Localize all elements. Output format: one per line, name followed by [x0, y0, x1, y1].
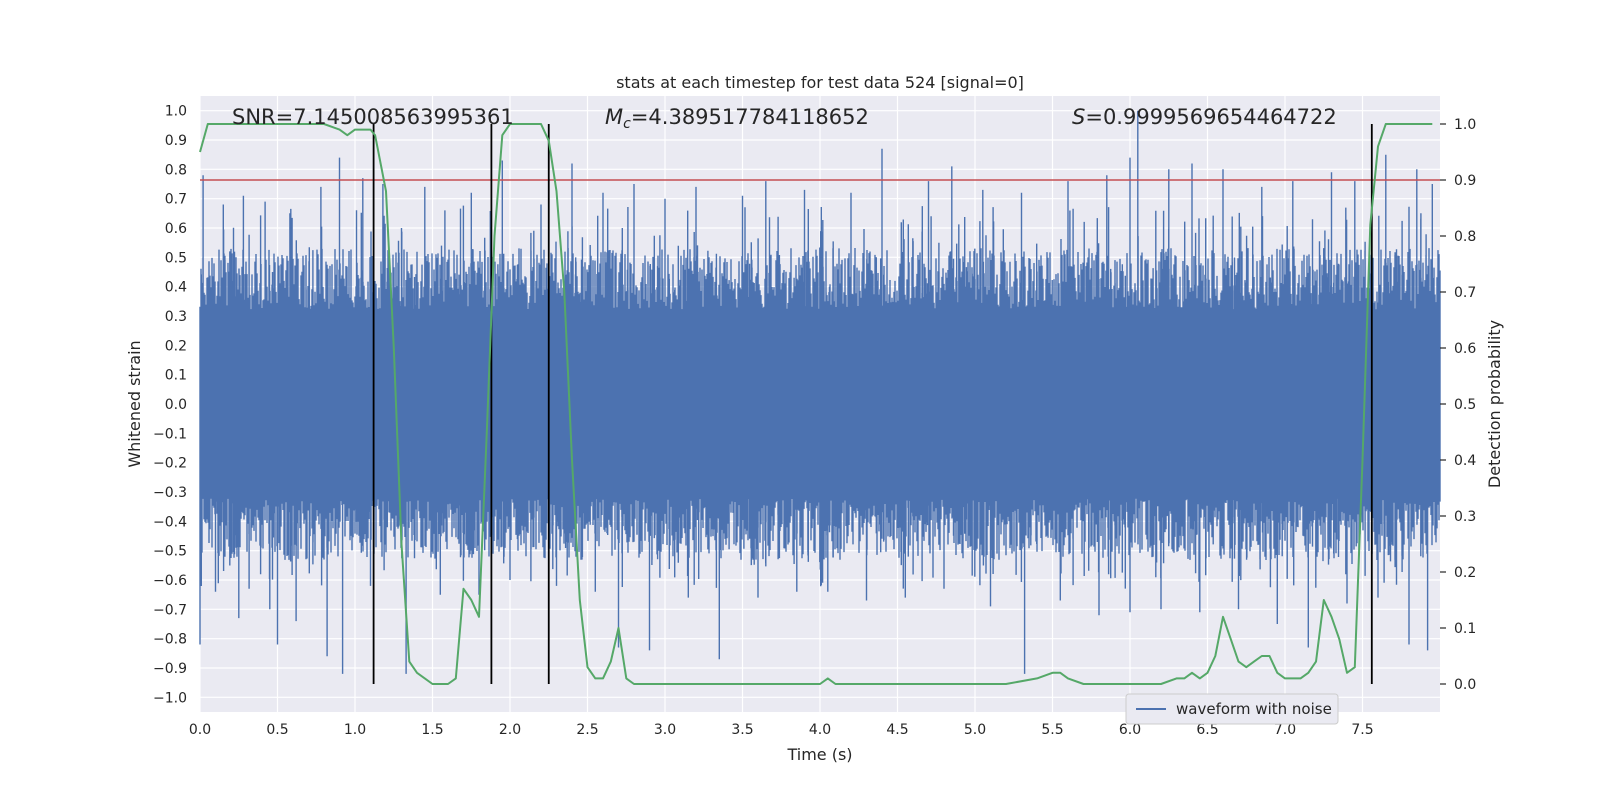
waveform-line: [199, 110, 1441, 674]
y-right-tick-label: 0.6: [1454, 341, 1476, 357]
y-left-tick-label: −0.5: [153, 544, 187, 560]
x-tick-label: 6.0: [1119, 722, 1141, 738]
y-left-tick-label: −0.8: [153, 632, 187, 648]
snr-annotation: SNR=7.145008563995361: [232, 105, 514, 129]
y-left-tick-label: 0.7: [165, 192, 187, 208]
y-left-tick-label: 0.3: [165, 309, 187, 325]
s-annotation: S=0.9999569654464722: [1072, 105, 1337, 129]
y-left-tick-label: −0.7: [153, 602, 187, 618]
y-left-tick-label: 0.5: [165, 250, 187, 266]
y-left-tick-label: 0.1: [165, 368, 187, 384]
y-left-tick-label: 0.6: [165, 221, 187, 237]
y-axis-right-label: Detection probability: [1485, 320, 1504, 488]
y-left-tick-label: 0.4: [165, 280, 187, 296]
y-left-tick-label: −0.1: [153, 426, 187, 442]
x-tick-label: 3.5: [731, 722, 753, 738]
y-left-tick-label: −0.4: [153, 514, 187, 530]
y-right-tick-label: 0.4: [1454, 453, 1476, 469]
probability-series: [199, 123, 1433, 685]
y-right-tick-label: 0.7: [1454, 285, 1476, 301]
y-right-tick-label: 0.5: [1454, 397, 1476, 413]
y-axis-left-ticks: 1.0 0.9 0.8 0.7 0.6 0.5 0.4 0.3 0.2 0.1 0.0 −0.1 −0.…: [153, 104, 187, 707]
x-tick-label: 0.5: [266, 722, 288, 738]
x-tick-label: 2.5: [576, 722, 598, 738]
x-tick-label: 7.0: [1274, 722, 1296, 738]
y-left-tick-label: −0.6: [153, 573, 187, 589]
y-left-tick-label: 0.8: [165, 162, 187, 178]
y-axis-left-label: Whitened strain: [125, 340, 144, 467]
x-tick-label: 5.5: [1041, 722, 1063, 738]
y-left-tick-label: 1.0: [165, 104, 187, 120]
chart-title: stats at each timestep for test data 524…: [616, 73, 1024, 92]
mc-annotation: Mc=4.389517784118652: [605, 105, 869, 132]
y-left-tick-label: −0.2: [153, 456, 187, 472]
x-axis-ticks: 0.0 0.5 1.0 1.5 2.0 2.5 3.0 3.5 4.0 4.5 5.0 5.5 6.0 6…: [189, 722, 1374, 738]
x-tick-label: 1.5: [421, 722, 443, 738]
y-axis-right-ticks: 1.0 0.9 0.8 0.7 0.6 0.5 0.4 0.3 0.2 0.1 0.0: [1440, 117, 1476, 693]
y-right-tick-label: 1.0: [1454, 117, 1476, 133]
y-left-tick-label: −0.3: [153, 485, 187, 501]
y-right-tick-label: 0.9: [1454, 173, 1476, 189]
x-tick-label: 0.0: [189, 722, 211, 738]
y-left-tick-label: 0.2: [165, 338, 187, 354]
y-right-tick-label: 0.0: [1454, 677, 1476, 693]
y-right-tick-label: 0.2: [1454, 565, 1476, 581]
x-tick-label: 3.0: [654, 722, 676, 738]
x-tick-label: 7.5: [1351, 722, 1373, 738]
x-tick-label: 4.0: [809, 722, 831, 738]
y-left-tick-label: 0.0: [165, 397, 187, 413]
vertical-markers: [372, 124, 1373, 684]
legend-box: [1125, 693, 1339, 725]
x-axis-label: Time (s): [786, 745, 852, 764]
y-left-tick-label: −1.0: [153, 690, 187, 706]
waveform-series: [199, 110, 1441, 674]
y-right-tick-label: 0.3: [1454, 509, 1476, 525]
y-right-tick-label: 0.8: [1454, 229, 1476, 245]
x-tick-label: 1.0: [344, 722, 366, 738]
x-tick-label: 6.5: [1196, 722, 1218, 738]
x-tick-label: 4.5: [886, 722, 908, 738]
y-left-tick-label: −0.9: [153, 661, 187, 677]
legend-label: waveform with noise: [1176, 700, 1332, 718]
y-left-tick-label: 0.9: [165, 133, 187, 149]
legend: waveform with noise: [1125, 693, 1339, 725]
probability-line: [199, 123, 1433, 685]
x-tick-label: 5.0: [964, 722, 986, 738]
x-tick-label: 2.0: [499, 722, 521, 738]
y-right-tick-label: 0.1: [1454, 621, 1476, 637]
